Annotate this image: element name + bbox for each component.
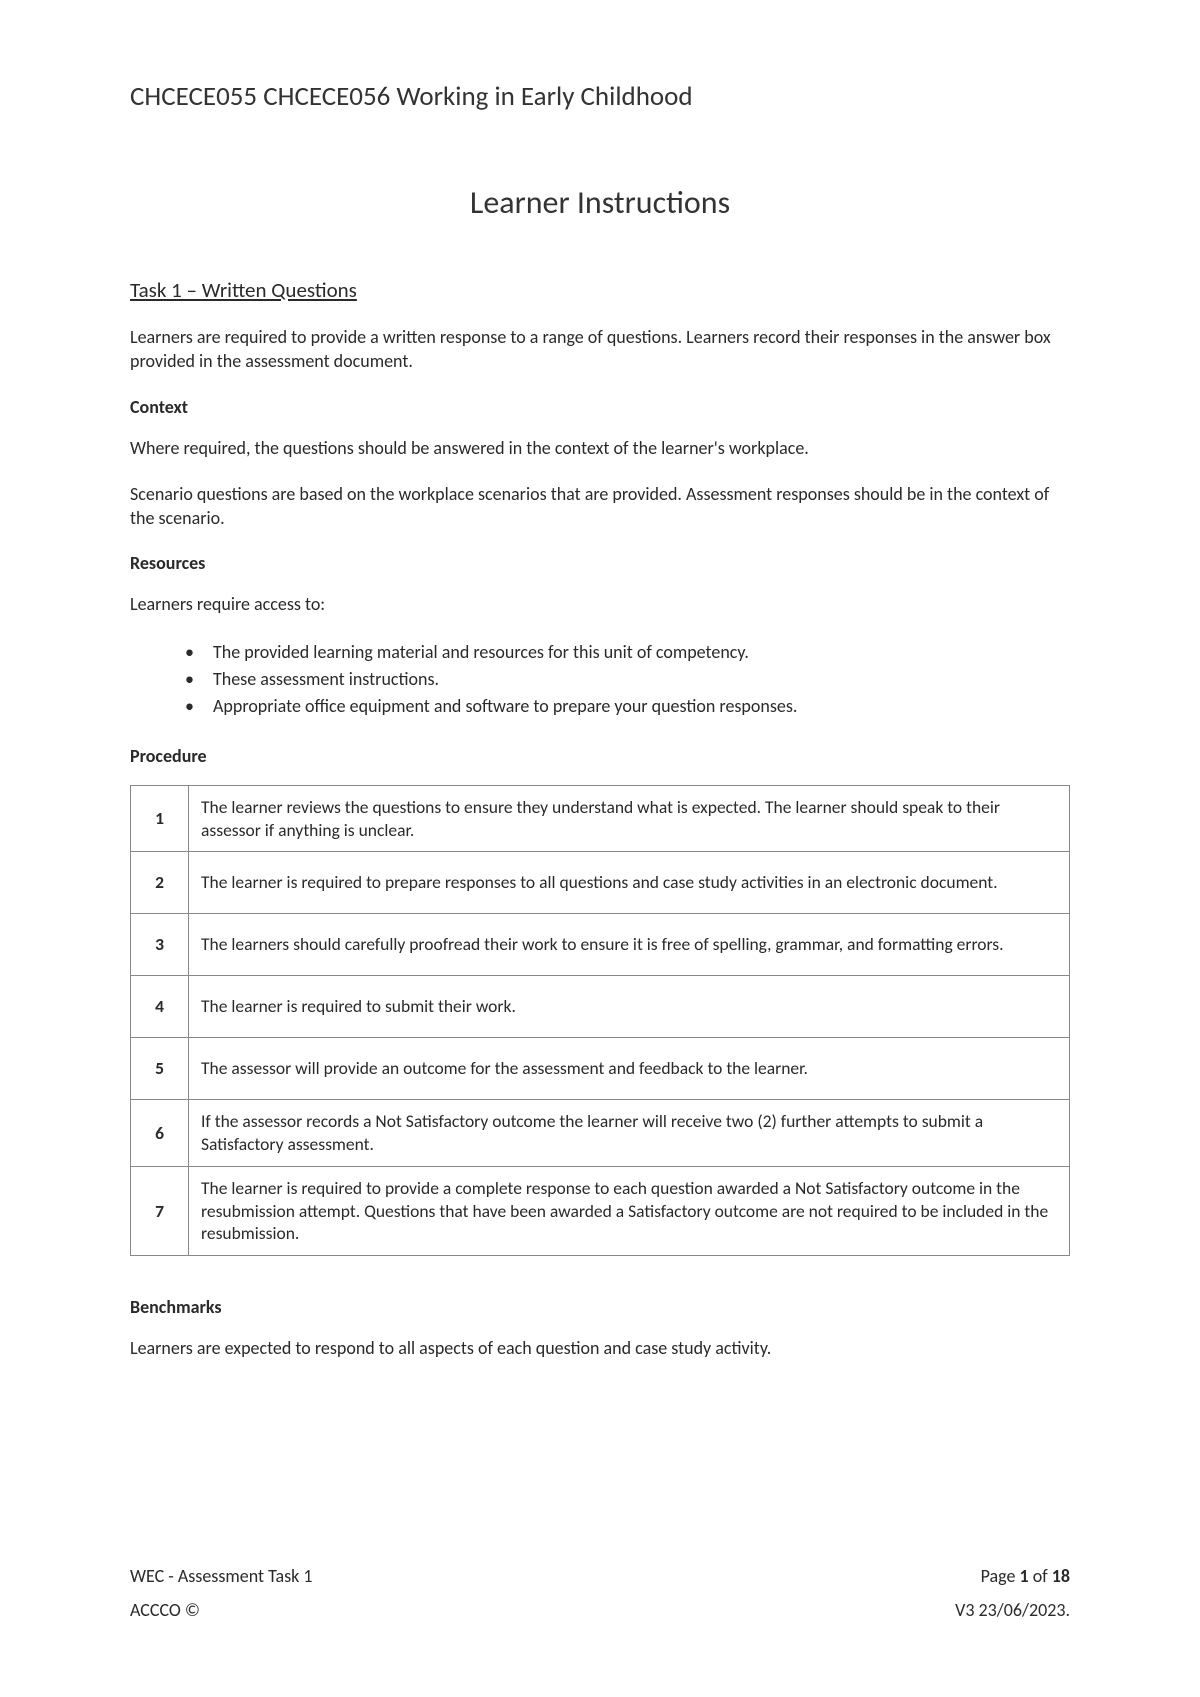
table-row: 7 The learner is required to provide a c… (131, 1166, 1070, 1255)
footer-left: WEC - Assessment Task 1 ACCCO © (130, 1559, 313, 1627)
benchmarks-text: Learners are expected to respond to all … (130, 1336, 1070, 1360)
context-paragraph: Scenario questions are based on the work… (130, 482, 1070, 531)
footer-doc-name: WEC - Assessment Task 1 (130, 1559, 313, 1593)
footer-copyright: ACCCO © (130, 1593, 313, 1627)
resources-intro: Learners require access to: (130, 592, 1070, 616)
step-number: 3 (131, 914, 189, 976)
table-row: 1 The learner reviews the questions to e… (131, 785, 1070, 852)
table-row: 5 The assessor will provide an outcome f… (131, 1038, 1070, 1100)
table-row: 4 The learner is required to submit thei… (131, 976, 1070, 1038)
step-text: The learner reviews the questions to ens… (189, 785, 1070, 852)
list-item: Appropriate office equipment and softwar… (185, 693, 1070, 720)
procedure-table: 1 The learner reviews the questions to e… (130, 785, 1070, 1256)
page-total: 18 (1052, 1565, 1070, 1587)
page-current: 1 (1020, 1565, 1029, 1587)
step-number: 5 (131, 1038, 189, 1100)
footer-version: V3 23/06/2023. (955, 1593, 1070, 1627)
footer-page-number: Page 1 of 18 (955, 1559, 1070, 1593)
step-number: 2 (131, 852, 189, 914)
document-page: CHCECE055 CHCECE056 Working in Early Chi… (0, 0, 1200, 1360)
step-number: 7 (131, 1166, 189, 1255)
task-heading: Task 1 – Written Questions (130, 277, 1070, 303)
page-prefix: Page (981, 1565, 1020, 1587)
step-text: The learners should carefully proofread … (189, 914, 1070, 976)
resources-heading: Resources (130, 552, 1070, 574)
page-of: of (1029, 1565, 1052, 1587)
table-row: 6 If the assessor records a Not Satisfac… (131, 1100, 1070, 1167)
footer-right: Page 1 of 18 V3 23/06/2023. (955, 1559, 1070, 1627)
step-number: 6 (131, 1100, 189, 1167)
step-number: 1 (131, 785, 189, 852)
context-heading: Context (130, 396, 1070, 418)
intro-paragraph: Learners are required to provide a writt… (130, 325, 1070, 374)
table-row: 3 The learners should carefully proofrea… (131, 914, 1070, 976)
benchmarks-heading: Benchmarks (130, 1296, 1070, 1318)
step-text: The learner is required to provide a com… (189, 1166, 1070, 1255)
list-item: The provided learning material and resou… (185, 639, 1070, 666)
main-title: Learner Instructions (130, 183, 1070, 222)
step-text: If the assessor records a Not Satisfacto… (189, 1100, 1070, 1167)
page-footer: WEC - Assessment Task 1 ACCCO © Page 1 o… (130, 1559, 1070, 1627)
step-number: 4 (131, 976, 189, 1038)
step-text: The learner is required to prepare respo… (189, 852, 1070, 914)
table-row: 2 The learner is required to prepare res… (131, 852, 1070, 914)
list-item: These assessment instructions. (185, 666, 1070, 693)
step-text: The learner is required to submit their … (189, 976, 1070, 1038)
procedure-heading: Procedure (130, 745, 1070, 767)
context-paragraph: Where required, the questions should be … (130, 436, 1070, 460)
resources-list: The provided learning material and resou… (130, 639, 1070, 720)
step-text: The assessor will provide an outcome for… (189, 1038, 1070, 1100)
page-header: CHCECE055 CHCECE056 Working in Early Chi… (130, 80, 1070, 113)
